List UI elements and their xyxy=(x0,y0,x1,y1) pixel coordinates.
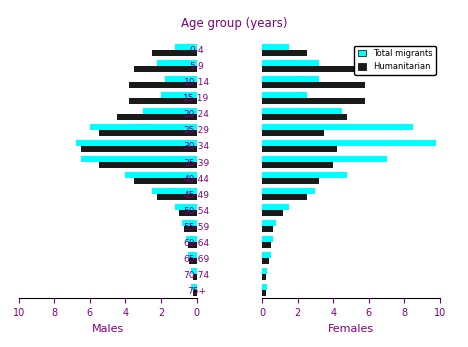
Bar xyxy=(262,252,271,258)
Bar xyxy=(90,124,197,130)
Bar xyxy=(262,130,324,136)
Bar xyxy=(191,268,197,274)
Bar xyxy=(175,44,197,50)
Bar xyxy=(262,194,307,200)
Bar xyxy=(262,114,347,120)
Bar xyxy=(262,108,342,114)
X-axis label: Females: Females xyxy=(328,324,374,334)
Bar xyxy=(262,140,436,146)
Bar xyxy=(188,242,197,248)
X-axis label: Males: Males xyxy=(92,324,124,334)
Legend: Total migrants, Humanitarian: Total migrants, Humanitarian xyxy=(354,46,436,75)
Bar xyxy=(157,194,197,200)
Bar xyxy=(190,258,197,264)
Bar xyxy=(262,162,333,168)
Bar xyxy=(117,114,197,120)
Bar xyxy=(262,258,269,264)
Bar xyxy=(262,82,365,88)
Bar xyxy=(262,172,347,178)
Bar xyxy=(262,60,319,66)
Bar xyxy=(179,210,197,216)
Bar xyxy=(262,284,267,290)
Bar xyxy=(262,290,266,296)
Bar xyxy=(262,236,273,242)
Bar xyxy=(129,98,197,104)
Bar xyxy=(152,188,197,194)
Bar xyxy=(262,146,337,152)
Text: Age group (years): Age group (years) xyxy=(181,17,287,30)
Bar xyxy=(262,274,266,280)
Bar xyxy=(262,178,319,184)
Bar xyxy=(175,204,197,210)
Bar xyxy=(262,204,289,210)
Bar xyxy=(262,188,315,194)
Bar xyxy=(262,76,319,82)
Bar xyxy=(262,220,276,226)
Bar xyxy=(184,226,197,232)
Bar xyxy=(262,98,365,104)
Bar xyxy=(262,66,360,72)
Bar xyxy=(262,124,413,130)
Bar xyxy=(143,108,197,114)
Bar xyxy=(262,226,273,232)
Bar xyxy=(165,76,197,82)
Bar xyxy=(152,50,197,56)
Bar xyxy=(76,140,197,146)
Bar xyxy=(191,284,197,290)
Bar xyxy=(99,162,197,168)
Bar xyxy=(129,82,197,88)
Bar xyxy=(183,220,197,226)
Bar xyxy=(262,44,289,50)
Bar xyxy=(161,92,197,98)
Bar xyxy=(262,156,387,162)
Bar xyxy=(186,236,197,242)
Bar xyxy=(81,156,197,162)
Bar xyxy=(99,130,197,136)
Bar xyxy=(81,146,197,152)
Bar xyxy=(193,290,197,296)
Bar xyxy=(262,268,267,274)
Bar xyxy=(125,172,197,178)
Bar xyxy=(134,178,197,184)
Bar xyxy=(262,92,307,98)
Bar xyxy=(193,274,197,280)
Bar xyxy=(262,242,271,248)
Bar xyxy=(262,50,307,56)
Bar xyxy=(262,210,284,216)
Bar xyxy=(188,252,197,258)
Bar xyxy=(134,66,197,72)
Bar xyxy=(157,60,197,66)
